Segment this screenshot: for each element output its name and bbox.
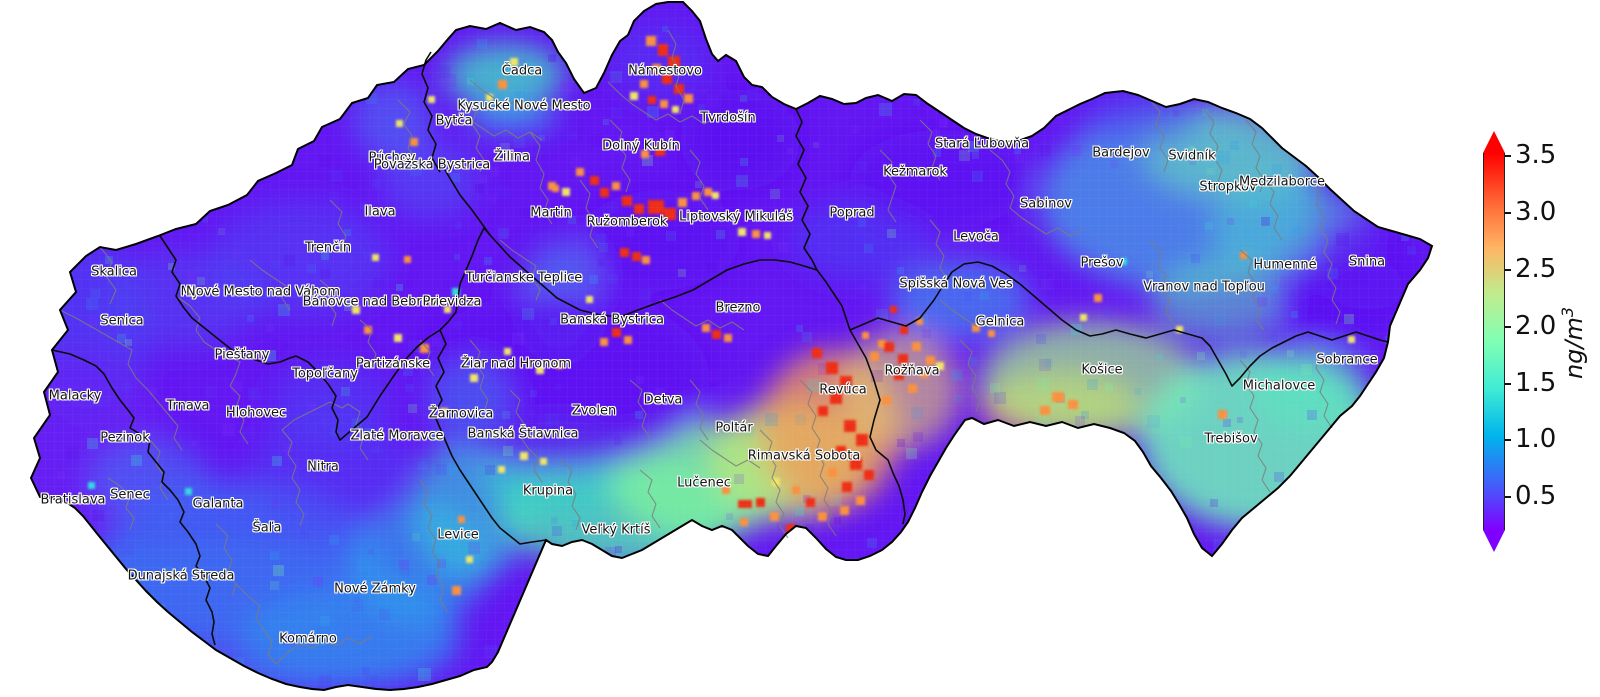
colorbar-tick-mark	[1505, 439, 1511, 442]
colorbar-tick-mark	[1505, 155, 1511, 158]
colorbar-unit-label: ng/m3	[1558, 306, 1588, 380]
colorbar-gradient	[1483, 153, 1505, 530]
district-borders	[59, 29, 1341, 665]
colorbar-tick-label: 2.0	[1515, 310, 1557, 341]
colorbar-tick-label: 3.5	[1515, 140, 1557, 171]
colorbar-tick-mark	[1505, 382, 1511, 385]
colorbar-tick-mark	[1505, 496, 1511, 499]
heatmap-raster	[31, 2, 1432, 690]
region-borders	[51, 51, 1389, 646]
colorbar-tick-label: 1.5	[1515, 367, 1557, 398]
colorbar-tick-mark	[1505, 325, 1511, 328]
colorbar-tick-mark	[1505, 212, 1511, 215]
colorbar-tick-label: 0.5	[1515, 481, 1557, 512]
colorbar-tick-label: 1.0	[1515, 424, 1557, 455]
colorbar-tick-label: 2.5	[1515, 253, 1557, 284]
colorbar-under-arrow	[1483, 530, 1505, 552]
colorbar-over-arrow	[1483, 131, 1505, 153]
colorbar-tick-mark	[1505, 268, 1511, 271]
colorbar: 3.5 3.0 2.5 2.0 1.5 1.0 0.5	[1483, 131, 1556, 552]
colorbar-tick-label: 3.0	[1515, 197, 1557, 228]
